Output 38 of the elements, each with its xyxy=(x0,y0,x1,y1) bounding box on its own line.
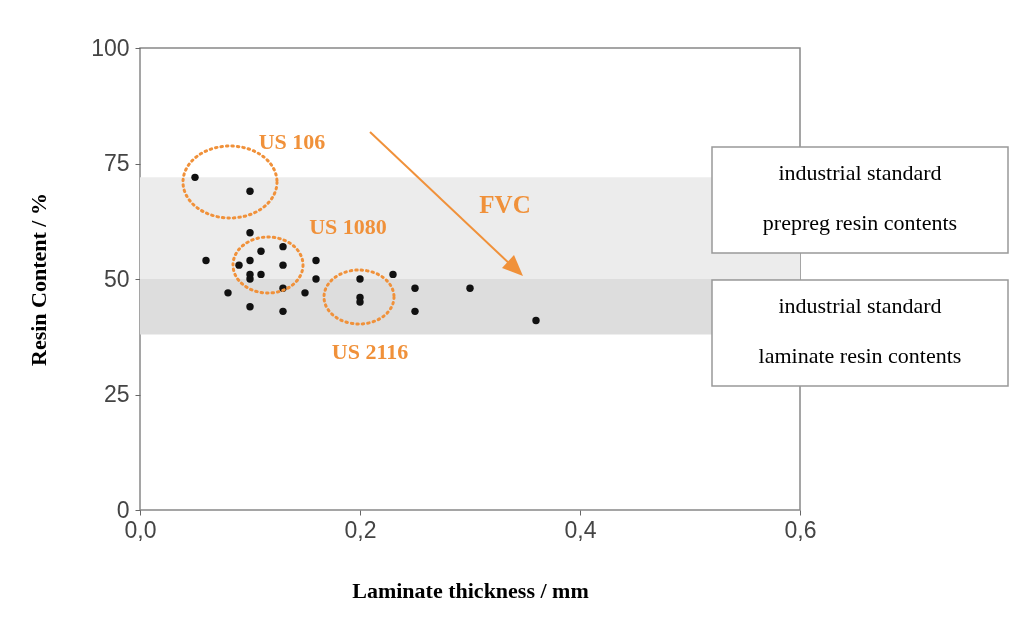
annotation: FVC xyxy=(479,191,531,218)
annotation: US 1080 xyxy=(309,214,387,239)
point xyxy=(246,275,254,283)
x-tick-label: 0,6 xyxy=(784,516,817,543)
point xyxy=(246,303,254,311)
point xyxy=(246,187,254,195)
point xyxy=(257,270,265,279)
point xyxy=(411,284,419,292)
point xyxy=(301,289,309,297)
y-tick-label: 100 xyxy=(91,34,130,61)
x-tick-label: 0,4 xyxy=(564,516,597,543)
point xyxy=(246,229,254,237)
y-tick-label: 25 xyxy=(103,381,130,407)
point xyxy=(356,275,364,283)
x-tick-label: 0,2 xyxy=(344,516,377,543)
y-axis-title: Resin Content / % xyxy=(26,193,52,366)
annotation: US 106 xyxy=(258,129,326,154)
band-label: industrial standard prepreg resin contents xyxy=(762,160,958,236)
point xyxy=(224,289,232,297)
point xyxy=(279,242,287,251)
point xyxy=(191,173,199,182)
point xyxy=(246,256,254,265)
point xyxy=(411,307,419,316)
annotation: US 2116 xyxy=(331,339,409,364)
point xyxy=(532,316,540,325)
point xyxy=(279,307,287,316)
point xyxy=(389,270,397,279)
x-axis-title: Laminate thickness / mm xyxy=(352,577,589,603)
y-tick-label: 75 xyxy=(103,150,130,176)
point xyxy=(312,275,320,283)
point xyxy=(466,284,474,292)
band-label: industrial standard laminate resin contents xyxy=(758,293,962,369)
point xyxy=(202,256,210,265)
y-tick-label: 50 xyxy=(103,265,130,292)
point xyxy=(235,261,243,269)
point xyxy=(312,256,320,265)
point xyxy=(257,247,265,255)
point xyxy=(279,261,287,269)
